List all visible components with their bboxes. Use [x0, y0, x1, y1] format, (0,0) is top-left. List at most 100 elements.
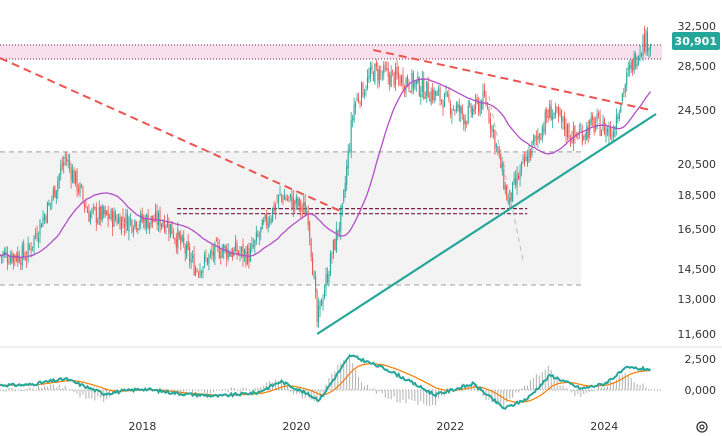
- candle-body: [638, 55, 640, 65]
- candle-body: [639, 53, 641, 56]
- candle-body: [195, 268, 197, 276]
- candle-body: [392, 69, 394, 71]
- candle-body: [353, 104, 355, 121]
- candle-body: [495, 144, 497, 147]
- candle-body: [599, 116, 601, 136]
- candle-body: [340, 209, 342, 232]
- candle-body: [377, 68, 379, 81]
- candle-body: [43, 215, 45, 221]
- candle-body: [122, 216, 124, 222]
- candle-body: [32, 246, 34, 249]
- candle-body: [61, 163, 63, 167]
- candle-body: [516, 173, 518, 187]
- candle-body: [266, 213, 268, 226]
- candle-body: [552, 115, 554, 121]
- candle-body: [106, 210, 108, 215]
- candle-body: [205, 257, 207, 259]
- candle-body: [292, 197, 294, 210]
- candle-body: [347, 150, 349, 169]
- candle-body: [12, 253, 14, 264]
- candle-body: [442, 102, 444, 109]
- candle-body: [519, 169, 521, 180]
- candle-body: [349, 149, 351, 152]
- candle-body: [458, 104, 460, 113]
- candle-body: [443, 93, 446, 108]
- candle-body: [45, 216, 47, 222]
- candle-body: [409, 90, 411, 93]
- candle-body: [147, 215, 149, 229]
- candle-body: [328, 275, 330, 283]
- candle-body: [426, 80, 428, 97]
- candle-body: [438, 90, 440, 92]
- candle-body: [270, 218, 272, 223]
- candle-body: [78, 188, 80, 192]
- candle-body: [100, 206, 102, 221]
- candle-body: [153, 220, 155, 222]
- candle-body: [184, 246, 186, 254]
- candle-body: [115, 213, 117, 220]
- candle-body: [344, 183, 346, 192]
- candle-body: [644, 34, 646, 51]
- candle-body: [221, 250, 223, 258]
- candle-body: [503, 164, 505, 189]
- candle-body: [42, 217, 44, 226]
- candle-body: [298, 198, 300, 206]
- candle-body: [535, 136, 537, 138]
- candle-body: [304, 201, 306, 216]
- candle-body: [624, 84, 626, 93]
- candle-body: [387, 68, 389, 77]
- candle-body: [445, 91, 447, 95]
- candle-body: [371, 65, 373, 70]
- candle-body: [378, 69, 380, 84]
- candle-body: [381, 74, 383, 76]
- candle-body: [523, 156, 526, 163]
- gear-icon[interactable]: [696, 421, 708, 433]
- candle-body: [430, 91, 432, 104]
- candle-body: [580, 129, 582, 131]
- osc-y-tick-label: 2,500: [685, 353, 717, 366]
- candle-body: [361, 82, 363, 106]
- candle-body: [134, 219, 136, 227]
- candle-body: [482, 91, 484, 110]
- candle-body: [163, 220, 165, 231]
- candle-body: [507, 200, 509, 203]
- candle-body: [402, 74, 404, 90]
- candle-body: [383, 64, 385, 74]
- candle-body: [406, 76, 408, 86]
- candle-body: [63, 161, 65, 166]
- candle-body: [168, 223, 170, 234]
- candle-body: [518, 175, 520, 180]
- candle-body: [251, 243, 253, 249]
- candle-body: [310, 238, 312, 257]
- candle-body: [335, 228, 337, 252]
- y-tick-label: 11,600: [678, 328, 717, 341]
- candle-body: [489, 118, 491, 129]
- candle-body: [436, 91, 438, 96]
- candle-body: [355, 102, 357, 108]
- candle-body: [601, 130, 603, 137]
- candle-body: [264, 214, 266, 220]
- candle-body: [609, 127, 611, 137]
- candle-body: [565, 126, 567, 136]
- candle-body: [549, 104, 551, 118]
- candle-body: [79, 184, 81, 194]
- candle-body: [486, 107, 488, 109]
- trendline-down-long: [0, 57, 343, 213]
- candle-body: [229, 251, 231, 256]
- candle-body: [537, 136, 539, 141]
- moving-average-line: [0, 78, 652, 259]
- candle-body: [448, 94, 450, 101]
- candle-body: [460, 106, 462, 114]
- candle-body: [577, 138, 579, 140]
- candle-body: [285, 196, 287, 200]
- candle-body: [627, 68, 629, 71]
- candle-body: [611, 135, 613, 138]
- candle-body: [40, 223, 43, 228]
- candle-body: [15, 255, 17, 261]
- x-tick-label: 2018: [128, 420, 156, 433]
- candle-body: [329, 253, 331, 276]
- candle-body: [510, 192, 512, 201]
- candle-body: [92, 206, 94, 208]
- candle-body: [427, 82, 429, 98]
